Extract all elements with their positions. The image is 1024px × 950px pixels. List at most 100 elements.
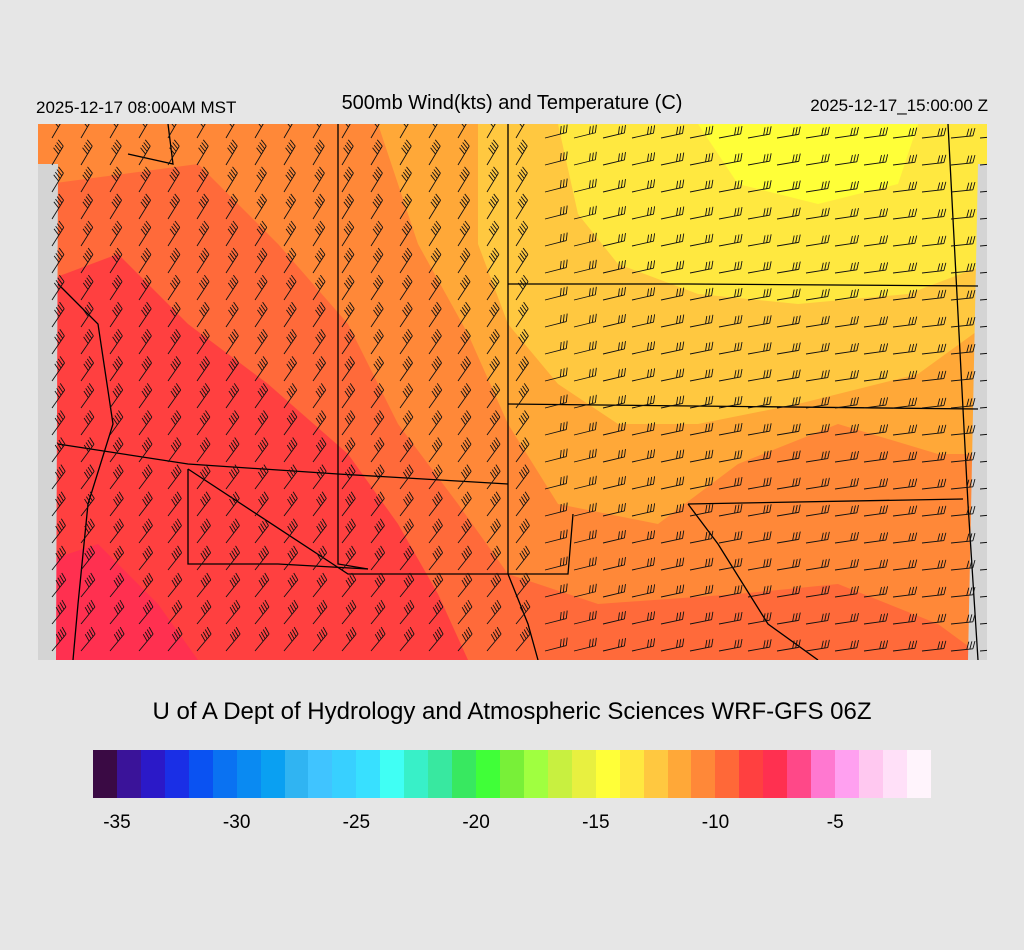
wind-barb: [660, 422, 685, 436]
wind-barb: [863, 370, 889, 382]
wind-barb: [515, 383, 530, 409]
wind-barb: [892, 154, 918, 166]
wind-barb: [486, 124, 496, 139]
wind-barb: [602, 286, 626, 301]
map-title: 500mb Wind(kts) and Temperature (C): [341, 92, 683, 114]
wind-barb: [283, 599, 299, 625]
colorbar-segment: [859, 750, 883, 798]
wind-barb: [399, 329, 413, 355]
wind-barb: [805, 153, 830, 166]
wind-barb: [834, 126, 859, 139]
wind-barb: [863, 478, 889, 490]
wind-barb: [254, 599, 270, 625]
valid-time-utc: 2025-12-17_15:00:00 Z: [810, 96, 988, 115]
wind-barb: [80, 274, 94, 301]
wind-barb: [602, 232, 626, 247]
wind-barb: [747, 207, 772, 220]
colorbar-tick-label: -25: [342, 812, 371, 833]
wind-barb: [167, 437, 182, 463]
wind-barb: [399, 599, 415, 625]
wind-barb: [805, 369, 830, 382]
wind-barb: [167, 545, 183, 571]
wind-barb: [167, 572, 183, 598]
wind-barb: [863, 154, 889, 166]
wind-barb: [602, 259, 626, 274]
wind-barb: [428, 410, 443, 436]
wind-barb: [602, 124, 626, 139]
wind-barb: [805, 207, 830, 220]
wind-barb: [602, 313, 626, 328]
wind-barb: [689, 179, 714, 193]
wind-barb: [660, 584, 685, 598]
wind-barb: [51, 329, 65, 355]
wind-barb: [80, 329, 94, 355]
wind-barb: [834, 315, 859, 328]
wind-barb: [312, 124, 322, 139]
wind-barb: [863, 559, 889, 571]
wind-barb: [834, 180, 859, 193]
wind-barb: [515, 301, 529, 328]
wind-barb: [167, 410, 182, 436]
wind-barb: [254, 491, 269, 517]
wind-barb: [457, 572, 473, 598]
colorbar-segment: [93, 750, 117, 798]
wind-barb: [892, 451, 918, 463]
wind-barb: [515, 545, 531, 571]
wind-barb: [312, 626, 328, 652]
wind-barb: [167, 124, 177, 139]
wind-barb: [631, 557, 656, 571]
wind-barb: [950, 235, 976, 247]
wind-barb: [776, 342, 801, 355]
wind-barb: [776, 450, 801, 463]
colorbar-segment: [308, 750, 333, 798]
wind-barb: [370, 124, 380, 139]
wind-barb: [254, 329, 268, 355]
wind-barb: [631, 125, 656, 139]
wind-barb: [486, 247, 500, 274]
wind-barb: [428, 491, 443, 517]
wind-barb: [109, 124, 119, 139]
wind-barb: [979, 244, 987, 247]
wind-barb: [109, 301, 123, 328]
wind-barb: [834, 639, 859, 652]
wind-barb: [225, 124, 235, 139]
wind-barb: [254, 356, 268, 382]
wind-barb: [399, 356, 413, 382]
border-line: [687, 498, 964, 505]
wind-barb: [428, 599, 444, 625]
wind-barb: [979, 163, 987, 166]
wind-barb: [805, 234, 830, 247]
wind-barb: [399, 193, 412, 220]
wind-barb: [283, 166, 296, 193]
wind-barb: [805, 612, 830, 625]
wind-barb: [486, 599, 502, 625]
wind-barb: [196, 437, 211, 463]
wind-barb: [138, 599, 154, 625]
wind-barb: [660, 638, 685, 652]
wind-barb: [776, 288, 801, 301]
wind-barb: [486, 193, 499, 220]
wind-barb: [341, 356, 355, 382]
wind-barb: [428, 518, 443, 544]
wind-barb: [254, 464, 269, 490]
wind-barb: [631, 233, 656, 247]
wind-barb: [51, 220, 65, 247]
wind-barb: [457, 220, 471, 247]
wind-barb: [80, 301, 94, 328]
wind-barb: [979, 190, 987, 193]
colorbar-segment: [212, 750, 237, 798]
temperature-colorbar: [93, 750, 931, 798]
wind-barb: [573, 286, 597, 301]
wind-barb: [573, 232, 597, 247]
wind-barb: [80, 491, 95, 517]
wind-barb: [80, 124, 90, 139]
wind-barb: [51, 124, 61, 139]
wind-barb: [196, 139, 209, 166]
wind-barb: [631, 638, 656, 652]
colorbar-segment: [523, 750, 548, 798]
wind-barb: [167, 383, 182, 409]
wind-barb: [80, 193, 93, 220]
wind-barb: [573, 151, 597, 166]
wind-barb: [515, 166, 528, 193]
wind-barb: [573, 583, 597, 598]
